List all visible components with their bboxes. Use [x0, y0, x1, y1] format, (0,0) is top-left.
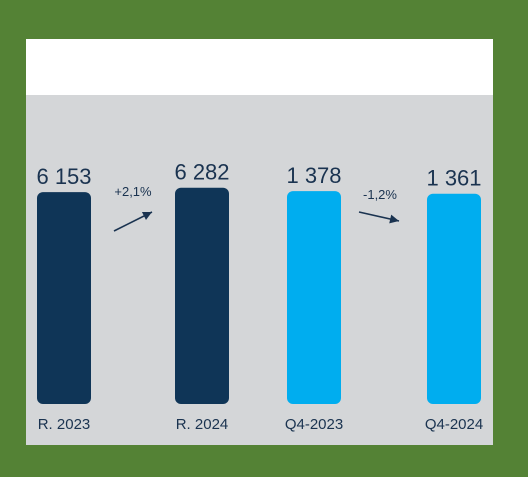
bar-3 [287, 191, 341, 404]
value-label-4: 1 361 [426, 166, 481, 191]
category-label-3: Q4-2023 [285, 416, 343, 433]
bar-1 [37, 192, 91, 404]
category-label-4: Q4-2024 [425, 416, 483, 433]
category-label-2: R. 2024 [176, 416, 229, 433]
value-label-2: 6 282 [174, 160, 229, 185]
bar-2 [175, 187, 229, 404]
change-label-2: -1,2% [363, 187, 397, 202]
change-label-1: +2,1% [114, 184, 152, 199]
chart-panel [26, 39, 493, 445]
change-arrow-head-2 [389, 214, 399, 224]
value-label-1: 6 153 [36, 164, 91, 189]
value-label-3: 1 378 [286, 163, 341, 188]
bar-4 [427, 193, 481, 404]
category-label-1: R. 2023 [38, 416, 91, 433]
change-arrow-head-1 [141, 212, 152, 221]
chart-header-area [26, 39, 493, 95]
